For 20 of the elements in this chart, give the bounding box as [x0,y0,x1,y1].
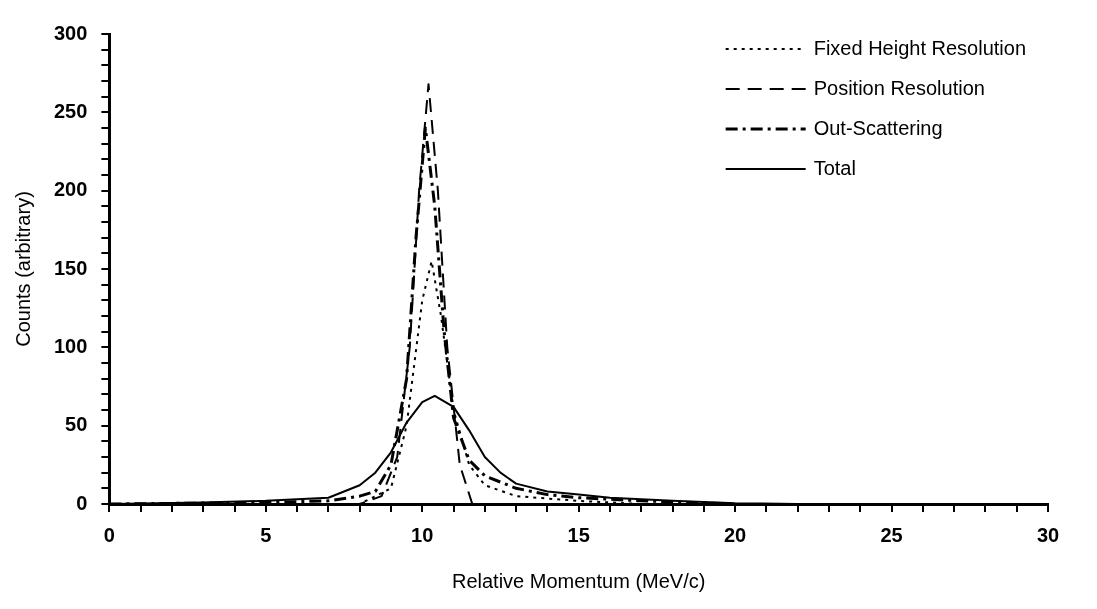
x-tick-label: 10 [411,523,434,546]
y-tick-label: 0 [76,491,88,514]
x-tick-label: 20 [724,523,747,546]
legend-label: Fixed Height Resolution [813,36,1027,59]
x-tick-label: 25 [880,523,903,546]
legend-label: Total [813,156,856,179]
x-tick-label: 15 [567,523,590,546]
x-tick-label: 0 [103,523,115,546]
y-tick-label: 250 [53,99,88,122]
y-tick-label: 150 [53,256,88,279]
x-tick-label: 5 [260,523,272,546]
legend-label: Position Resolution [813,76,985,99]
y-tick-label: 50 [65,413,88,436]
y-tick-label: 300 [53,21,88,44]
y-axis-title: Counts (arbitrary) [11,191,34,347]
x-tick-label: 30 [1036,523,1060,546]
x-axis-title: Relative Momentum (MeV/c) [451,569,706,592]
legend-label: Out-Scattering [813,116,943,139]
y-tick-label: 200 [53,178,88,201]
y-tick-label: 100 [53,334,88,357]
